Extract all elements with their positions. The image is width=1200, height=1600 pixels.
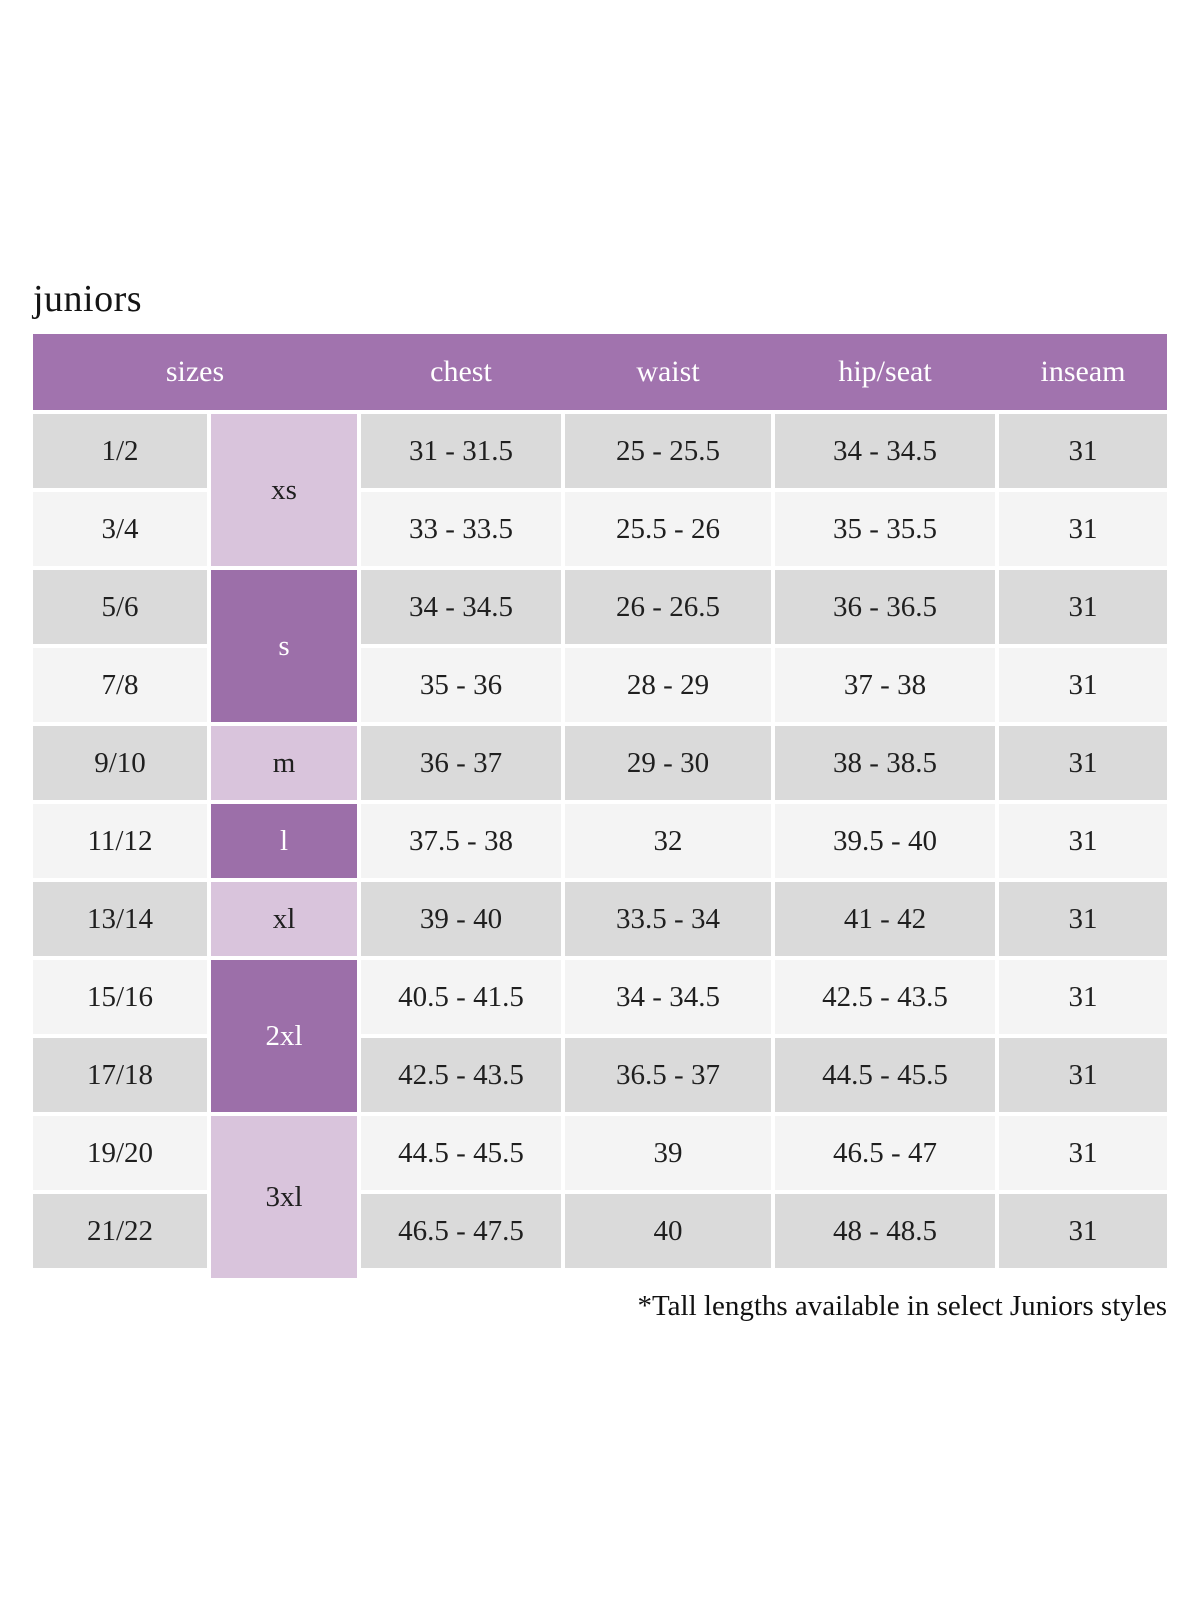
inseam-cell: 31 <box>999 648 1167 722</box>
size-cell: 17/18 <box>33 1038 207 1112</box>
hip-seat-cell: 46.5 - 47 <box>775 1116 995 1190</box>
chest-cell: 37.5 - 38 <box>361 804 561 878</box>
column-header-hip-seat: hip/seat <box>838 355 932 388</box>
hip-seat-cell: 35 - 35.5 <box>775 492 995 566</box>
juniors-size-table: sizes chest waist hip/seat inseam 1/2 31 … <box>33 334 1167 1278</box>
hip-seat-cell: 41 - 42 <box>775 882 995 956</box>
size-cell: 5/6 <box>33 570 207 644</box>
size-cell: 19/20 <box>33 1116 207 1190</box>
waist-cell: 40 <box>565 1194 771 1268</box>
inseam-cell: 31 <box>999 882 1167 956</box>
hip-seat-cell: 44.5 - 45.5 <box>775 1038 995 1112</box>
size-letter-cell-xs: xs <box>211 414 357 566</box>
chest-cell: 42.5 - 43.5 <box>361 1038 561 1112</box>
page-title: juniors <box>33 278 143 320</box>
inseam-cell: 31 <box>999 726 1167 800</box>
waist-cell: 25 - 25.5 <box>565 414 771 488</box>
hip-seat-cell: 36 - 36.5 <box>775 570 995 644</box>
size-cell: 13/14 <box>33 882 207 956</box>
column-header-sizes: sizes <box>165 355 225 388</box>
waist-cell: 39 <box>565 1116 771 1190</box>
size-letter-cell-s: s <box>211 570 357 722</box>
chest-cell: 31 - 31.5 <box>361 414 561 488</box>
column-header-waist: waist <box>636 355 700 388</box>
waist-cell: 36.5 - 37 <box>565 1038 771 1112</box>
size-chart-page: juniors sizes chest waist hip/seat insea… <box>33 278 1167 1322</box>
chest-cell: 34 - 34.5 <box>361 570 561 644</box>
size-letter-cell-m: m <box>211 726 357 800</box>
size-cell: 1/2 <box>33 414 207 488</box>
hip-seat-cell: 39.5 - 40 <box>775 804 995 878</box>
hip-seat-cell: 48 - 48.5 <box>775 1194 995 1268</box>
hip-seat-cell: 37 - 38 <box>775 648 995 722</box>
chest-cell: 46.5 - 47.5 <box>361 1194 561 1268</box>
size-cell: 9/10 <box>33 726 207 800</box>
chest-cell: 40.5 - 41.5 <box>361 960 561 1034</box>
chest-cell: 44.5 - 45.5 <box>361 1116 561 1190</box>
waist-cell: 34 - 34.5 <box>565 960 771 1034</box>
inseam-cell: 31 <box>999 1038 1167 1112</box>
chest-cell: 36 - 37 <box>361 726 561 800</box>
size-letter-cell-2xl: 2xl <box>211 960 357 1112</box>
size-cell: 21/22 <box>33 1194 207 1268</box>
size-cell: 7/8 <box>33 648 207 722</box>
size-letter-cell-3xl: 3xl <box>211 1116 357 1278</box>
waist-cell: 25.5 - 26 <box>565 492 771 566</box>
inseam-cell: 31 <box>999 570 1167 644</box>
waist-cell: 26 - 26.5 <box>565 570 771 644</box>
inseam-cell: 31 <box>999 492 1167 566</box>
chest-cell: 33 - 33.5 <box>361 492 561 566</box>
column-header-chest: chest <box>430 355 492 388</box>
hip-seat-cell: 38 - 38.5 <box>775 726 995 800</box>
table-header-row: sizes chest waist hip/seat inseam <box>33 334 1167 410</box>
hip-seat-cell: 34 - 34.5 <box>775 414 995 488</box>
inseam-cell: 31 <box>999 960 1167 1034</box>
inseam-cell: 31 <box>999 804 1167 878</box>
size-cell: 15/16 <box>33 960 207 1034</box>
hip-seat-cell: 42.5 - 43.5 <box>775 960 995 1034</box>
waist-cell: 32 <box>565 804 771 878</box>
inseam-cell: 31 <box>999 414 1167 488</box>
chest-cell: 35 - 36 <box>361 648 561 722</box>
waist-cell: 29 - 30 <box>565 726 771 800</box>
size-letter-cell-l: l <box>211 804 357 878</box>
waist-cell: 28 - 29 <box>565 648 771 722</box>
footnote: *Tall lengths available in select Junior… <box>637 1290 1167 1322</box>
size-cell: 11/12 <box>33 804 207 878</box>
chest-cell: 39 - 40 <box>361 882 561 956</box>
inseam-cell: 31 <box>999 1194 1167 1268</box>
size-cell: 3/4 <box>33 492 207 566</box>
waist-cell: 33.5 - 34 <box>565 882 771 956</box>
column-header-inseam: inseam <box>1040 355 1126 388</box>
size-letter-cell-xl: xl <box>211 882 357 956</box>
inseam-cell: 31 <box>999 1116 1167 1190</box>
